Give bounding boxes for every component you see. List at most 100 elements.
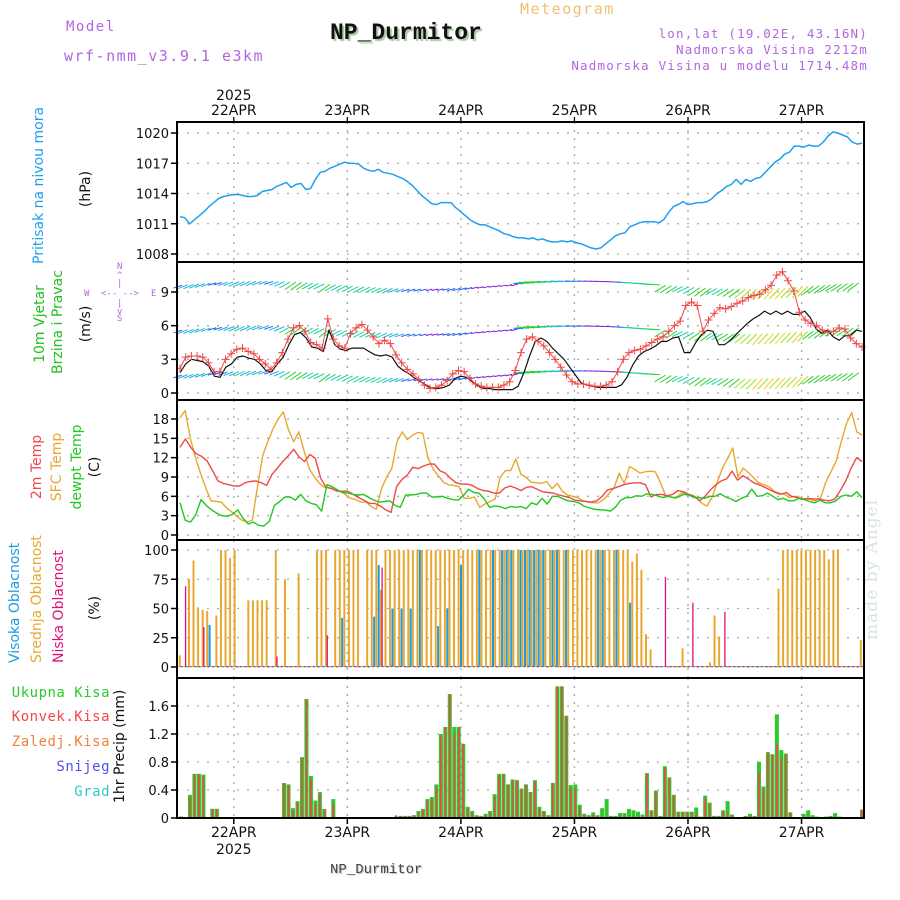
cloud-bar-mid [526, 550, 529, 667]
cloud-bar-high [309, 666, 312, 668]
wind-arrow [400, 288, 410, 293]
cloud-bar-mid [256, 600, 259, 667]
cloud-bar-low [847, 666, 849, 668]
gust-marker [266, 365, 275, 374]
gust-marker [642, 341, 651, 350]
cloud-bar-mid [626, 550, 629, 667]
precip-bar-convective [681, 812, 684, 818]
wind-arrow [482, 285, 490, 289]
wind-arrow [177, 284, 188, 290]
cloud-bar-low [582, 666, 584, 668]
wind-arrow [694, 287, 706, 297]
gust-marker [778, 267, 787, 276]
cloud-bar-high [217, 666, 220, 668]
wind-arrow [437, 288, 444, 291]
cloud-bar-high [332, 666, 335, 668]
cloud-bar-high [825, 666, 828, 668]
precip-bar-convective [323, 809, 326, 818]
cloud-bar-high [386, 666, 389, 668]
wind-arrow [728, 378, 740, 388]
cloud-bar-low [194, 666, 196, 668]
cloud-bar-low [683, 666, 685, 668]
gust-marker [465, 374, 474, 383]
precip-bar-convective [664, 767, 666, 818]
gust-marker [386, 339, 395, 348]
gust-marker [454, 366, 463, 375]
cloud-bar-low [724, 612, 726, 667]
cloud-bar-mid [576, 550, 579, 667]
cloud-bar-mid [498, 550, 501, 667]
cloud-bar-mid [654, 666, 657, 668]
cloud-bar-low [486, 666, 488, 668]
cloud-bar-high [770, 666, 773, 668]
precip-bar-convective [789, 812, 792, 818]
cloud-bar-mid [581, 550, 584, 667]
cloud-bar-high [597, 550, 600, 667]
precip-bars [179, 686, 864, 818]
y-tick-label: 6 [161, 320, 169, 335]
wind-arrow [251, 370, 262, 376]
cloud-bar-mid [293, 666, 296, 668]
precip-bar-convective [296, 802, 299, 818]
cloud-bar-low [632, 666, 635, 668]
wind-arrow [419, 333, 427, 337]
cloud-bar-mid [553, 550, 556, 667]
cloud-bar-low [431, 666, 434, 668]
gust-marker [823, 328, 832, 337]
cloud-bar-low [459, 666, 461, 668]
cloud-bar-mid [187, 579, 190, 667]
wind-arrow [734, 288, 746, 299]
cloud-bar-high [834, 666, 837, 668]
precip-bar-convective [596, 815, 599, 818]
gust-marker [511, 366, 520, 375]
wind-arrow [407, 333, 416, 337]
gust-marker [232, 345, 241, 354]
cloud-bar-low [294, 666, 296, 668]
cloud-bar-low [609, 666, 612, 668]
gust-marker [426, 384, 435, 393]
precip-bar-total [801, 813, 806, 818]
cloud-bar-mid [594, 550, 597, 667]
cloud-bar-low [276, 656, 278, 667]
cloud-bar-mid [590, 550, 593, 667]
cloud-bar-high [706, 666, 709, 668]
gust-marker [664, 327, 673, 336]
cloud-bar-mid [549, 550, 552, 667]
cloud-bar-high [793, 666, 796, 668]
panel-1-frame [176, 121, 865, 263]
gust-marker [829, 327, 838, 336]
wind-arrow [419, 378, 427, 382]
cloud-bar-high [802, 666, 805, 668]
cloud-bar-high [647, 666, 650, 668]
cloud-bar-mid [791, 550, 794, 667]
wind-arrow [258, 370, 268, 375]
cloud-bar-low [271, 666, 274, 668]
wind-arrow [786, 376, 797, 388]
gust-marker [255, 355, 264, 364]
cloud-bar-low [189, 666, 191, 668]
cloud-bar-high [473, 666, 476, 668]
precip-bar-total [631, 810, 636, 818]
wind-arrow [370, 287, 382, 294]
cloud-bar-low [861, 666, 863, 668]
precip-bar-convective [399, 815, 402, 818]
cloud-bar-high [313, 666, 316, 668]
y-tick-label: 1.2 [148, 728, 169, 743]
cloud-bar-mid [823, 550, 826, 667]
gust-marker [619, 355, 628, 364]
cloud-bar-high [222, 666, 225, 668]
wind-arrow [324, 374, 336, 382]
cloud-bar-low [811, 666, 813, 668]
cloud-bar-low [751, 666, 753, 668]
wind-arrow [394, 288, 405, 293]
gust-marker [227, 349, 236, 358]
cloud-bar-low [756, 666, 758, 668]
cloud-bar-mid [644, 634, 647, 667]
wind-arrow [807, 330, 820, 339]
legend-hail: Grad [74, 784, 110, 800]
cloud-bar-mid [544, 550, 547, 667]
cloud-bar-high [761, 666, 764, 668]
cloud-bar-low [797, 666, 799, 668]
gust-marker [846, 334, 855, 343]
wind-arrow [442, 288, 450, 291]
